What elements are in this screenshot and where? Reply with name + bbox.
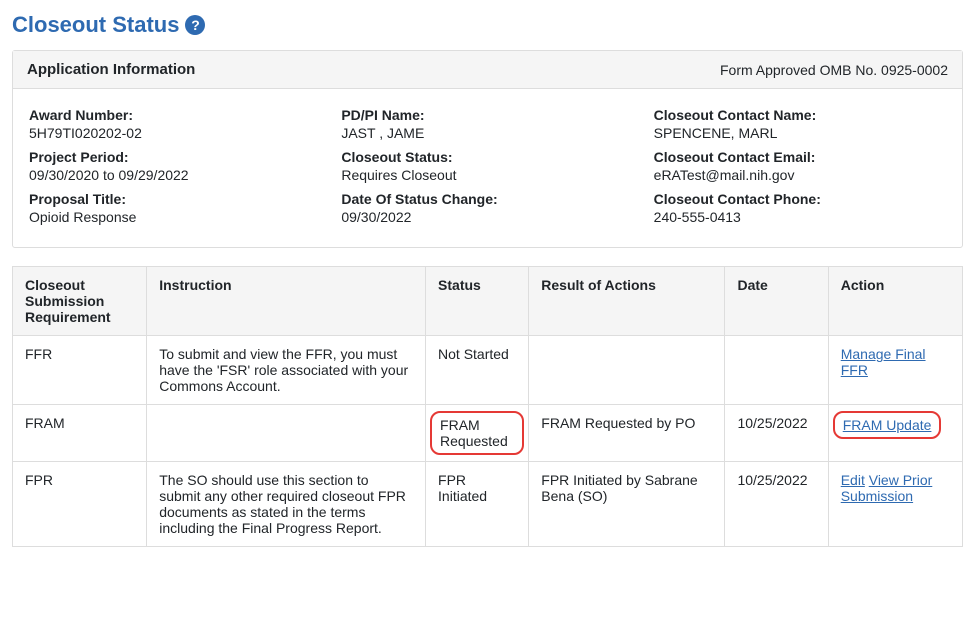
- pdpi-label: PD/PI Name:: [341, 107, 633, 123]
- fram-instr: [147, 405, 426, 462]
- closeout-table: Closeout Submission Requirement Instruct…: [12, 266, 963, 547]
- fram-status: FRAM Requested: [440, 417, 508, 449]
- contact-email-value: eRATest@mail.nih.gov: [654, 167, 946, 183]
- ffr-action: Manage Final FFR: [828, 336, 962, 405]
- th-status: Status: [426, 267, 529, 336]
- ffr-req: FFR: [13, 336, 147, 405]
- fpr-date: 10/25/2022: [725, 462, 828, 547]
- table-row-ffr: FFR To submit and view the FFR, you must…: [13, 336, 963, 405]
- closeout-status-value: Requires Closeout: [341, 167, 633, 183]
- award-number-label: Award Number:: [29, 107, 321, 123]
- project-period-label: Project Period:: [29, 149, 321, 165]
- ffr-status: Not Started: [426, 336, 529, 405]
- contact-email-label: Closeout Contact Email:: [654, 149, 946, 165]
- fpr-action: Edit View Prior Submission: [828, 462, 962, 547]
- fram-req: FRAM: [13, 405, 147, 462]
- ffr-result: [529, 336, 725, 405]
- info-col-3: Closeout Contact Name: SPENCENE, MARL Cl…: [654, 103, 946, 229]
- panel-header-omb: Form Approved OMB No. 0925-0002: [720, 62, 948, 78]
- page-title: Closeout Status ?: [12, 12, 963, 38]
- contact-phone-label: Closeout Contact Phone:: [654, 191, 946, 207]
- th-result: Result of Actions: [529, 267, 725, 336]
- ffr-date: [725, 336, 828, 405]
- table-row-fpr: FPR The SO should use this section to su…: [13, 462, 963, 547]
- fpr-result: FPR Initiated by Sabrane Bena (SO): [529, 462, 725, 547]
- application-info-panel: Application Information Form Approved OM…: [12, 50, 963, 248]
- date-change-value: 09/30/2022: [341, 209, 633, 225]
- th-instruction: Instruction: [147, 267, 426, 336]
- manage-final-ffr-link[interactable]: Manage Final FFR: [841, 346, 926, 378]
- ffr-instr: To submit and view the FFR, you must hav…: [147, 336, 426, 405]
- proposal-title-value: Opioid Response: [29, 209, 321, 225]
- pdpi-value: JAST , JAME: [341, 125, 633, 141]
- panel-header-title: Application Information: [27, 61, 195, 78]
- fpr-req: FPR: [13, 462, 147, 547]
- project-period-value: 09/30/2020 to 09/29/2022: [29, 167, 321, 183]
- fram-action: FRAM Update: [828, 405, 962, 462]
- fpr-instr: The SO should use this section to submit…: [147, 462, 426, 547]
- fram-date: 10/25/2022: [725, 405, 828, 462]
- info-col-1: Award Number: 5H79TI020202-02 Project Pe…: [29, 103, 321, 229]
- contact-name-label: Closeout Contact Name:: [654, 107, 946, 123]
- proposal-title-label: Proposal Title:: [29, 191, 321, 207]
- closeout-status-label: Closeout Status:: [341, 149, 633, 165]
- page-title-text: Closeout Status: [12, 12, 179, 38]
- th-action: Action: [828, 267, 962, 336]
- fram-result: FRAM Requested by PO: [529, 405, 725, 462]
- award-number-value: 5H79TI020202-02: [29, 125, 321, 141]
- panel-body: Award Number: 5H79TI020202-02 Project Pe…: [13, 89, 962, 247]
- fpr-status: FPR Initiated: [426, 462, 529, 547]
- help-icon[interactable]: ?: [185, 15, 205, 35]
- contact-phone-value: 240-555-0413: [654, 209, 946, 225]
- fram-update-highlight: FRAM Update: [833, 411, 942, 439]
- date-change-label: Date Of Status Change:: [341, 191, 633, 207]
- info-col-2: PD/PI Name: JAST , JAME Closeout Status:…: [341, 103, 633, 229]
- contact-name-value: SPENCENE, MARL: [654, 125, 946, 141]
- fram-status-cell: FRAM Requested: [426, 405, 529, 462]
- fram-update-link[interactable]: FRAM Update: [843, 417, 932, 433]
- th-requirement: Closeout Submission Requirement: [13, 267, 147, 336]
- panel-header: Application Information Form Approved OM…: [13, 51, 962, 89]
- table-row-fram: FRAM FRAM Requested FRAM Requested by PO…: [13, 405, 963, 462]
- fram-status-highlight: FRAM Requested: [430, 411, 524, 455]
- fpr-edit-link[interactable]: Edit: [841, 472, 865, 488]
- th-date: Date: [725, 267, 828, 336]
